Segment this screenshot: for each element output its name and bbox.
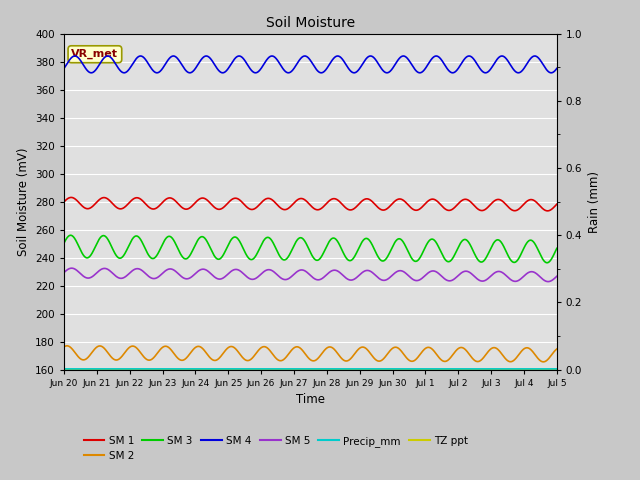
Y-axis label: Rain (mm): Rain (mm): [588, 170, 601, 233]
X-axis label: Time: Time: [296, 393, 325, 406]
Legend: SM 1, SM 2, SM 3, SM 4, SM 5, Precip_mm, TZ ppt: SM 1, SM 2, SM 3, SM 4, SM 5, Precip_mm,…: [79, 432, 472, 465]
Y-axis label: Soil Moisture (mV): Soil Moisture (mV): [17, 147, 29, 256]
Title: Soil Moisture: Soil Moisture: [266, 16, 355, 30]
Text: VR_met: VR_met: [72, 49, 118, 60]
